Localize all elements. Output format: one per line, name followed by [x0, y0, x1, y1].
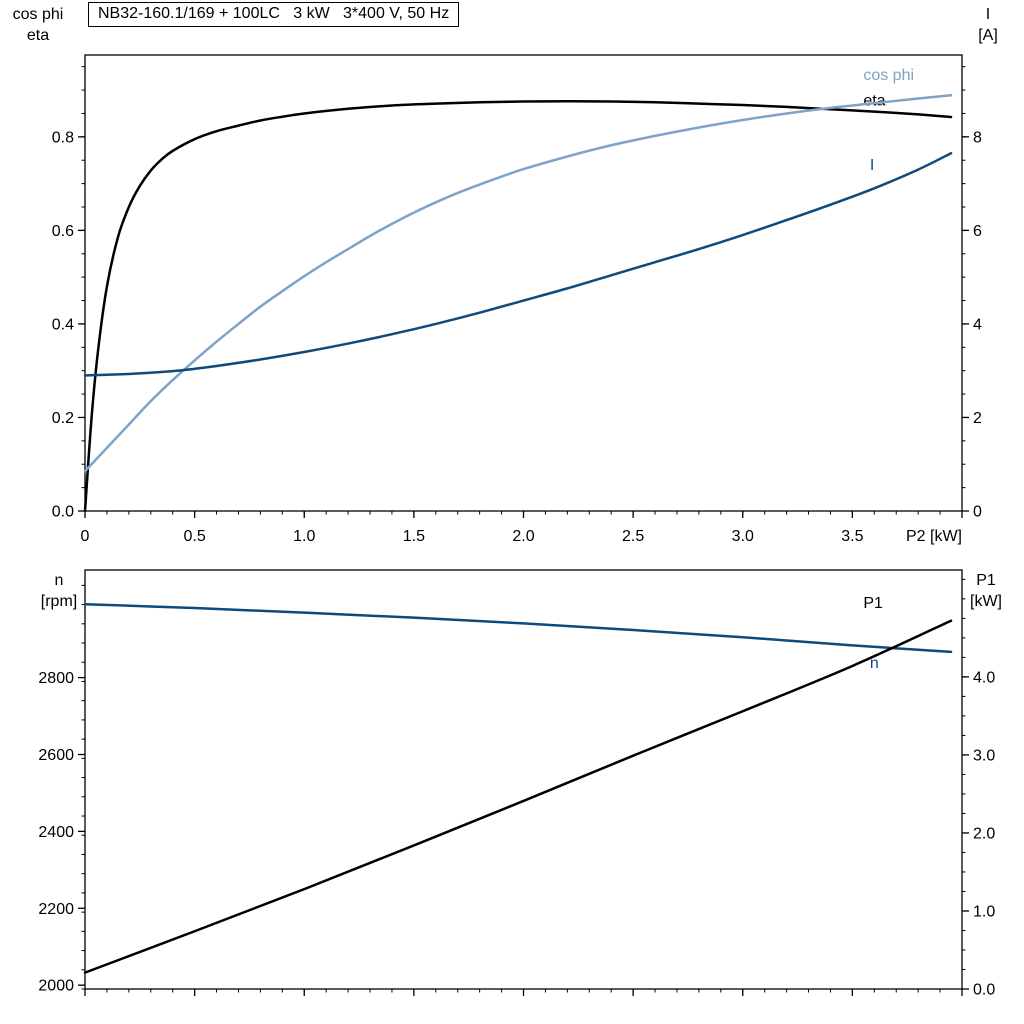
left-tick-label: 0.6	[52, 223, 74, 240]
plot-frame	[84, 569, 963, 990]
current-curve-label: I	[870, 157, 874, 174]
speed-power-chart: 2000 2200 2400 2600 2800 0.0 1.0 2.0 3.0 4.0 n P1	[38, 569, 995, 999]
eta-curve-label: eta	[863, 92, 885, 109]
x-tick-label: 1.0	[293, 528, 315, 545]
cos-phi-curve	[83, 93, 953, 473]
left-tick-label: 2400	[38, 824, 74, 841]
axis-title-current-symbol: I	[985, 6, 991, 23]
right-tick-label: 0	[973, 504, 982, 521]
axis-title-input-power: P1 [kW]	[960, 570, 1012, 612]
left-tick-label: 0.4	[52, 316, 74, 333]
right-tick-label: 4	[973, 316, 982, 333]
right-tick-label: 2	[973, 410, 982, 427]
plot-frame	[84, 54, 963, 512]
right-tick-label: 8	[973, 129, 982, 146]
axis-title-speed-symbol: n	[54, 572, 64, 589]
input-power-curve-label: P1	[863, 595, 883, 612]
motor-electrical-chart: 0 0.5 1.0 1.5 2.0 2.5 3.0 3.5 P2 [kW] 0.0 0.2 0.4 0.…	[52, 54, 982, 545]
left-tick-label: 2600	[38, 747, 74, 764]
cos-phi-curve-label: cos phi	[863, 67, 914, 84]
left-tick-label: 0.2	[52, 410, 74, 427]
x-tick-label: 0.5	[184, 528, 206, 545]
right-tick-label: 6	[973, 223, 982, 240]
left-tick-label: 2200	[38, 901, 74, 918]
left-tick-label: 0.8	[52, 129, 74, 146]
left-tick-label: 2800	[38, 670, 74, 687]
x-axis-label: P2 [kW]	[906, 528, 962, 545]
x-tick-label: 0	[81, 528, 90, 545]
right-tick-label: 4.0	[973, 669, 995, 686]
x-tick-label: 2.0	[512, 528, 534, 545]
axis-title-input-power-symbol: P1	[976, 572, 996, 589]
x-tick-label: 2.5	[622, 528, 644, 545]
axis-title-current: I [A]	[964, 4, 1012, 46]
x-tick-label: 1.5	[403, 528, 425, 545]
input-power-curve	[83, 619, 953, 974]
axis-title-cosphi-eta: cos phi eta	[6, 4, 70, 46]
right-tick-label: 2.0	[973, 825, 995, 842]
left-tick-label: 0.0	[52, 504, 74, 521]
axis-title-speed-unit: [rpm]	[40, 593, 78, 610]
axis-title-input-power-unit: [kW]	[970, 593, 1002, 610]
right-tick-label: 0.0	[973, 982, 995, 999]
left-tick-label: 2000	[38, 978, 74, 995]
speed-curve-label: n	[870, 655, 879, 672]
axis-title-cosphi: cos phi	[12, 6, 64, 23]
chart-title: NB32-160.1/169 + 100LC 3 kW 3*400 V, 50 …	[88, 2, 460, 27]
axis-title-current-unit: [A]	[978, 27, 998, 44]
speed-curve	[83, 602, 953, 654]
x-tick-label: 3.5	[841, 528, 863, 545]
x-tick-label: 3.0	[732, 528, 754, 545]
eta-curve	[83, 100, 953, 513]
right-tick-label: 3.0	[973, 747, 995, 764]
axis-title-speed: n [rpm]	[30, 570, 88, 612]
axis-title-eta: eta	[26, 27, 50, 44]
right-tick-label: 1.0	[973, 903, 995, 920]
current-curve	[83, 151, 953, 377]
